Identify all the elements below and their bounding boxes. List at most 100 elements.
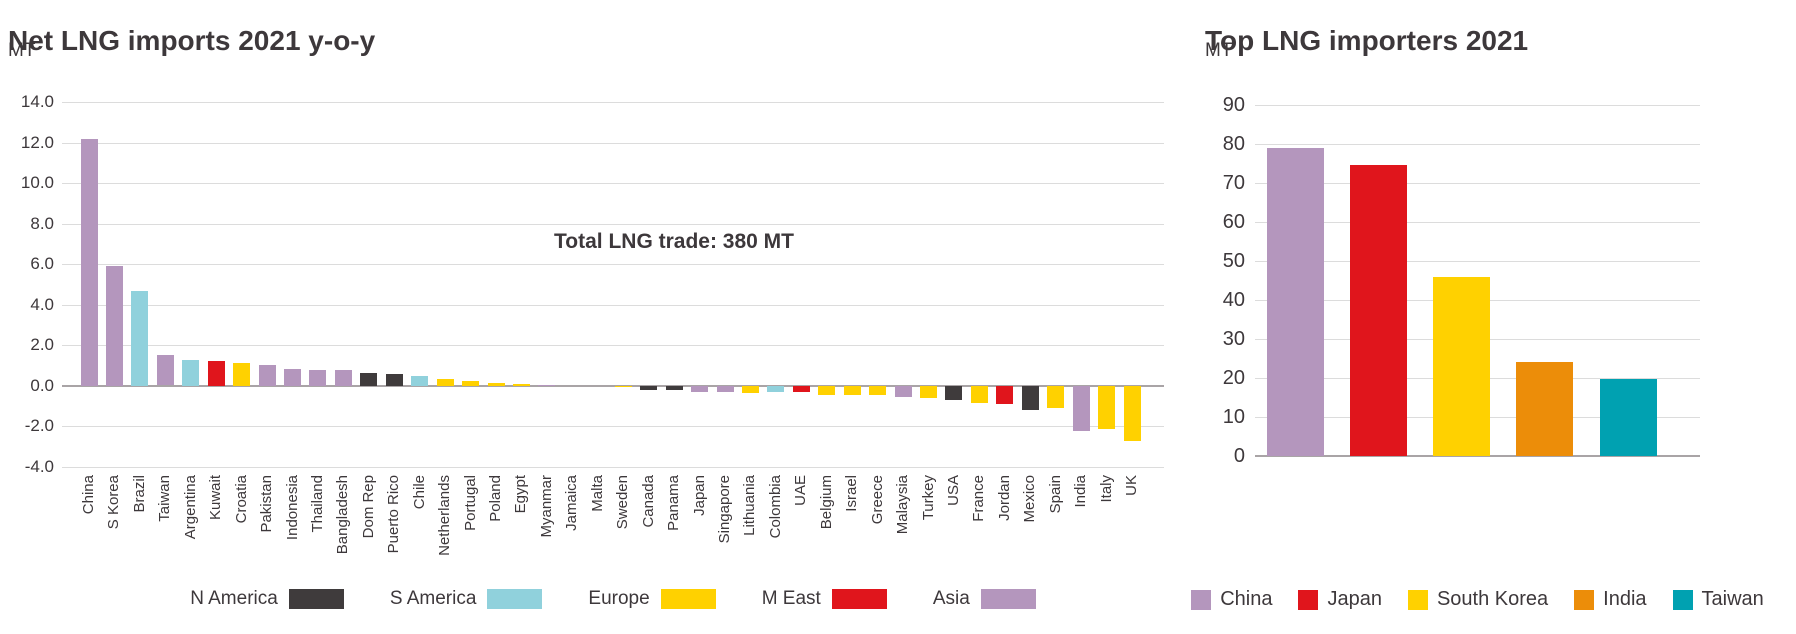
bar-pakistan — [258, 364, 276, 386]
legend-swatch — [660, 589, 716, 609]
y-tick-label: 60 — [1222, 211, 1245, 233]
bar-japan — [1349, 165, 1407, 457]
x-axis-label: Panama — [665, 475, 683, 531]
legend-item-taiwan: Taiwan — [1672, 588, 1764, 611]
x-axis-label: UAE — [792, 475, 810, 506]
legend-item-asia: Asia — [933, 588, 1036, 610]
legend-swatch — [1191, 589, 1212, 610]
x-axis-label: Italy — [1097, 475, 1115, 503]
x-axis-label: Japan — [690, 475, 708, 516]
bar-argentina — [182, 359, 200, 386]
x-axis-label: Canada — [639, 475, 657, 528]
gridline — [1255, 183, 1700, 184]
bar-china — [1266, 147, 1324, 456]
bar-uk — [1123, 385, 1141, 441]
bar-chile — [411, 375, 429, 386]
x-axis-label: Netherlands — [436, 475, 454, 556]
x-axis-label: Thailand — [308, 475, 326, 533]
bar-italy — [1098, 385, 1116, 429]
bar-france — [970, 385, 988, 403]
left-chart-title: Net LNG imports 2021 y-o-y — [8, 24, 376, 56]
legend-swatch — [1574, 589, 1595, 610]
bar-japan — [691, 385, 709, 392]
x-axis-label: S Korea — [105, 475, 123, 530]
y-tick-label: 10 — [1222, 406, 1245, 428]
y-tick-label: 12.0 — [20, 132, 54, 152]
bar-brazil — [131, 290, 149, 386]
bar-india — [1516, 362, 1574, 457]
x-axis-label: Puerto Rico — [385, 475, 403, 554]
x-axis-label: Malta — [588, 475, 606, 512]
bar-indonesia — [284, 368, 302, 386]
x-axis-label: Malaysia — [894, 475, 912, 535]
legend-item-europe: Europe — [588, 588, 716, 610]
bar-myanmar — [538, 384, 556, 386]
total-trade-annotation: Total LNG trade: 380 MT — [554, 230, 794, 253]
legend-label: Taiwan — [1701, 588, 1764, 610]
bar-singapore — [716, 385, 734, 392]
legend-label: China — [1220, 588, 1273, 610]
x-axis-label: Portugal — [461, 475, 479, 531]
zero-axis-line — [62, 384, 1164, 387]
y-tick-label: 50 — [1222, 250, 1245, 272]
legend-label: M East — [761, 588, 821, 609]
gridline — [1255, 222, 1700, 223]
y-tick-label: 14.0 — [20, 92, 54, 111]
bar-taiwan — [156, 355, 174, 386]
legend-label: Europe — [588, 588, 650, 609]
bar-china — [80, 138, 98, 386]
gridline — [62, 264, 1164, 266]
gridline — [62, 142, 1164, 144]
gridline — [1255, 105, 1700, 106]
bar-india — [1072, 385, 1090, 431]
y-tick-label: 80 — [1222, 133, 1245, 155]
x-axis-label: China — [80, 475, 97, 515]
bar-lithuania — [741, 385, 759, 393]
x-axis-label: Jamaica — [563, 475, 581, 531]
bar-sweden — [614, 385, 632, 387]
bar-colombia — [767, 385, 785, 392]
gridline — [62, 102, 1164, 103]
legend-item-m-east: M East — [762, 588, 887, 610]
x-axis-label: France — [970, 475, 988, 522]
x-axis-label: Jordan — [995, 475, 1013, 521]
y-tick-label: 40 — [1222, 289, 1245, 311]
zero-axis-line — [1255, 455, 1700, 457]
right-chart-title: Top LNG importers 2021 — [1205, 24, 1529, 56]
x-axis-label: Croatia — [232, 475, 250, 524]
legend-label: N America — [190, 588, 278, 609]
bar-egypt — [512, 383, 530, 386]
legend-item-india: India — [1574, 588, 1647, 611]
right-chart-unit: MT — [1205, 40, 1233, 61]
bar-poland — [487, 382, 505, 386]
y-tick-label: 30 — [1222, 328, 1245, 350]
y-tick-label: 70 — [1222, 172, 1245, 194]
y-tick-label: 0 — [1233, 445, 1245, 467]
x-axis-label: India — [1072, 475, 1090, 508]
bar-belgium — [818, 385, 836, 395]
y-tick-label: 90 — [1222, 94, 1245, 116]
y-tick-label: -2.0 — [24, 416, 54, 436]
bar-uae — [792, 385, 810, 392]
bar-spain — [1047, 385, 1065, 408]
legend-item-south-korea: South Korea — [1407, 588, 1548, 611]
x-axis-label: Indonesia — [283, 475, 301, 541]
x-axis-label: UK — [1123, 475, 1141, 496]
legend-swatch — [1672, 589, 1693, 610]
y-tick-label: 6.0 — [30, 254, 54, 274]
bar-s-korea — [105, 266, 123, 387]
bar-dom-rep — [360, 372, 378, 386]
x-axis-label: Dom Rep — [359, 475, 377, 539]
bar-bangladesh — [334, 369, 352, 386]
bar-malaysia — [894, 385, 912, 397]
y-tick-label: 0.0 — [30, 375, 54, 395]
x-axis-label: Spain — [1046, 475, 1064, 514]
gridline — [62, 183, 1164, 185]
gridline — [62, 467, 1164, 468]
y-tick-label: 2.0 — [30, 335, 54, 355]
x-axis-label: Belgium — [817, 475, 835, 530]
bar-jordan — [996, 385, 1014, 404]
x-axis-label: Brazil — [130, 475, 148, 513]
x-axis-label: Egypt — [512, 475, 530, 514]
legend-swatch — [1407, 589, 1428, 610]
